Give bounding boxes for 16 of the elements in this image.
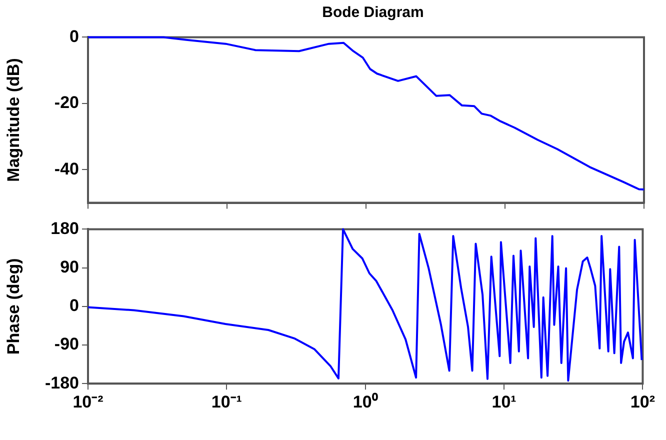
x-tick-label: 10² <box>630 392 656 412</box>
y-tick-label: 0 <box>70 26 79 46</box>
y-tick-label: -90 <box>54 334 79 354</box>
y-tick-label: 180 <box>50 218 79 238</box>
y-tick-label: 0 <box>70 296 79 316</box>
x-tick-label: 10¹ <box>492 392 517 412</box>
x-tick-label: 10⁻² <box>72 392 104 412</box>
y-tick-label: -180 <box>44 373 79 392</box>
y-tick-label: -40 <box>54 159 79 178</box>
y-axis-title: Phase (deg) <box>4 258 23 355</box>
y-tick-label: 90 <box>60 257 79 276</box>
x-tick-label: 10⁻¹ <box>211 392 242 412</box>
chart-title: Bode Diagram <box>321 4 425 23</box>
y-tick-label: -20 <box>54 93 79 112</box>
x-tick-label: 10⁰ <box>352 392 378 412</box>
y-axis-title: Magnitude (dB) <box>4 58 23 182</box>
